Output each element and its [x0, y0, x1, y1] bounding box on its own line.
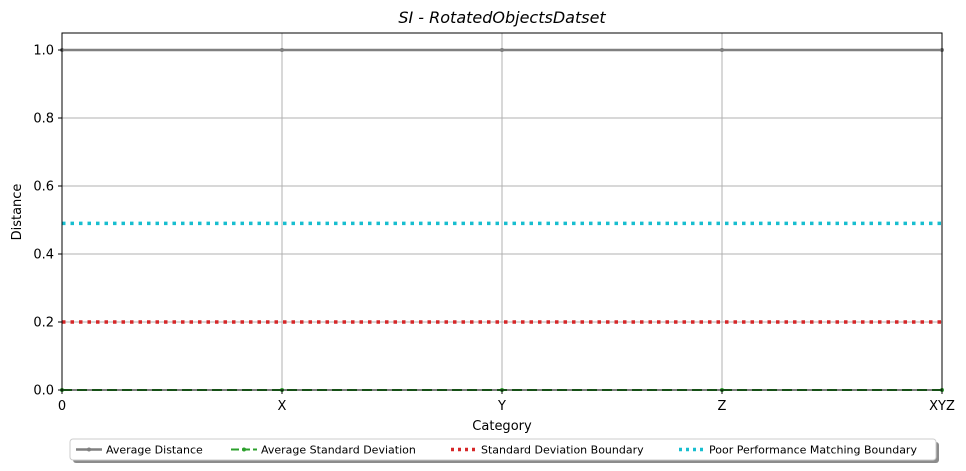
legend-label: Average Distance — [106, 444, 203, 457]
data-point — [500, 48, 504, 52]
legend-marker — [87, 447, 91, 452]
x-tick-label: XYZ — [929, 399, 955, 414]
y-axis-title: Distance — [10, 184, 25, 241]
x-axis-title: Category — [472, 419, 532, 434]
y-tick-label: 0.0 — [33, 384, 54, 399]
x-tick-label: Z — [718, 399, 727, 414]
x-tick-label: Y — [497, 399, 506, 414]
x-tick-label: X — [278, 399, 287, 414]
data-point — [720, 48, 724, 52]
grid — [61, 33, 943, 391]
y-tick-label: 0.2 — [33, 316, 54, 331]
legend: Average Distance Average Standard Deviati… — [69, 438, 939, 463]
y-tick-label: 0.6 — [33, 180, 54, 195]
y-tick-label: 1.0 — [33, 44, 54, 59]
legend-box — [69, 438, 937, 461]
legend-label: Average Standard Deviation — [261, 444, 416, 457]
x-tick-label: 0 — [58, 399, 66, 414]
chart-title: SI - RotatedObjectsDatset — [398, 8, 606, 27]
legend-label: Standard Deviation Boundary — [481, 444, 644, 457]
legend-marker — [242, 447, 246, 452]
legend-label: Poor Performance Matching Boundary — [709, 444, 917, 457]
y-tick-label: 0.4 — [33, 248, 54, 263]
data-point — [280, 48, 284, 52]
y-tick-label: 0.8 — [33, 112, 54, 127]
